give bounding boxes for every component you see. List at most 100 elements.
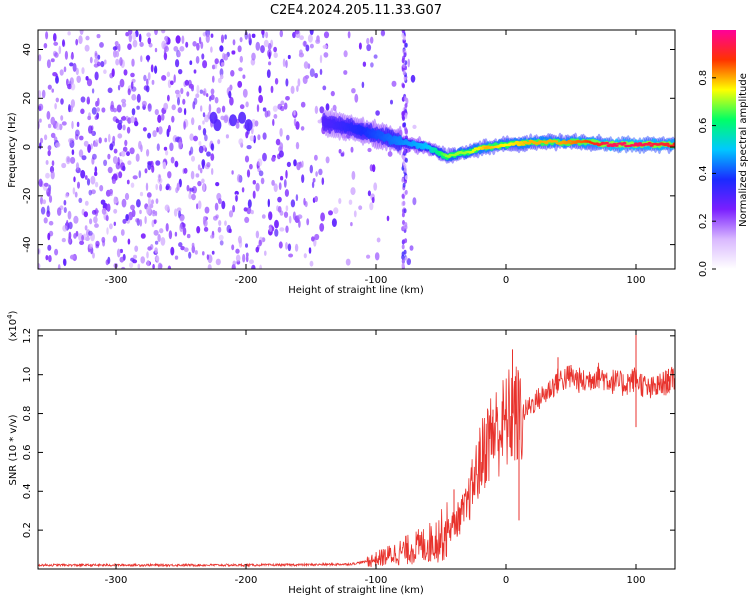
heatmap-cell (366, 37, 370, 45)
heatmap-cell (245, 101, 249, 108)
heatmap-cell (202, 90, 206, 96)
y-tick-label: -20 (22, 188, 33, 204)
heatmap-cell (224, 34, 227, 40)
heatmap-cell (130, 257, 135, 262)
heatmap-cell (300, 126, 305, 131)
heatmap-cell (200, 105, 203, 112)
heatmap-cell (142, 127, 147, 132)
heatmap-cell (402, 83, 405, 89)
heatmap-cell (221, 62, 225, 67)
heatmap-cell (350, 187, 356, 196)
heatmap-cell (42, 199, 47, 205)
heatmap-cell (323, 52, 329, 58)
heatmap-cell (86, 178, 91, 186)
heatmap-cell (221, 105, 226, 113)
heatmap-cell (191, 155, 195, 162)
heatmap-cell (109, 223, 113, 230)
heatmap-cell (41, 89, 46, 99)
heatmap-cell (57, 264, 61, 269)
heatmap-cell (87, 115, 92, 121)
heatmap-cell (197, 180, 202, 187)
heatmap-cell (244, 155, 250, 163)
heatmap-cell (390, 99, 393, 105)
heatmap-cell (100, 199, 106, 205)
heatmap-cell (161, 113, 165, 121)
heatmap-cell (285, 169, 288, 179)
heatmap-cell (241, 187, 245, 193)
heatmap-cell (191, 193, 196, 201)
heatmap-cell (370, 62, 374, 68)
snr-series (38, 330, 675, 568)
heatmap-cell (254, 120, 259, 127)
heatmap-cell (325, 156, 330, 164)
heatmap-cell (235, 122, 240, 129)
heatmap-cell (105, 215, 109, 222)
heatmap-cell (47, 145, 52, 151)
heatmap-cell (258, 170, 264, 177)
heatmap-cell (403, 249, 407, 255)
heatmap-cell (83, 140, 89, 147)
heatmap-cell (279, 210, 284, 216)
ridge-mark (622, 141, 627, 145)
heatmap-cell (116, 104, 122, 113)
heatmap-cell (61, 162, 67, 169)
heatmap-cell (402, 239, 406, 245)
heatmap-cell (140, 233, 146, 239)
heatmap-cell (165, 36, 168, 43)
heatmap-cell (402, 155, 406, 161)
y-tick-label: 0.4 (22, 483, 33, 499)
heatmap-cell (196, 203, 199, 210)
heatmap-cell (55, 97, 59, 103)
heatmap-cell (95, 244, 99, 249)
heatmap-cell (188, 83, 194, 89)
heatmap-cell (39, 118, 42, 123)
heatmap-cell (92, 153, 97, 160)
heatmap-cell (309, 260, 314, 267)
heatmap-cell (283, 102, 288, 110)
heatmap-cell (91, 209, 97, 215)
heatmap-cell (201, 161, 205, 170)
heatmap-cell (126, 179, 130, 185)
heatmap-cell (206, 93, 209, 98)
heatmap-cell (122, 146, 128, 153)
heatmap-cell (404, 189, 408, 195)
x-tick-label: -200 (235, 275, 258, 286)
heatmap-cell (185, 41, 189, 48)
heatmap-cell (163, 146, 168, 151)
snr-y-ticks: 0.2 0.4 0.6 0.8 1.0 1.2 (22, 328, 675, 538)
y-tick-label: 1.2 (22, 328, 33, 344)
heatmap-cell (402, 160, 406, 166)
heatmap-cell (73, 176, 76, 183)
heatmap-cell (410, 74, 416, 83)
heatmap-cell (235, 195, 238, 202)
heatmap-cell (45, 172, 50, 179)
heatmap-cell (75, 162, 80, 171)
heatmap-cell (106, 227, 109, 235)
heatmap-cell (374, 252, 380, 261)
heatmap-cell (86, 78, 93, 87)
heatmap-cell (169, 142, 174, 152)
heatmap-cell (126, 151, 130, 157)
heatmap-cell (96, 107, 100, 112)
heatmap-cell (48, 255, 52, 263)
heatmap-cell (261, 214, 266, 219)
heatmap-cell (171, 115, 175, 123)
heatmap-cell (62, 39, 65, 47)
heatmap-cell (170, 80, 174, 86)
heatmap-cell (78, 149, 84, 158)
heatmap-cell (353, 210, 357, 218)
heatmap-cell (193, 135, 198, 142)
heatmap-cell (57, 207, 62, 216)
heatmap-cell (404, 222, 408, 227)
heatmap-cell (372, 164, 376, 173)
heatmap-cell (87, 144, 91, 153)
heatmap-cell (288, 215, 292, 224)
heatmap-cell (80, 108, 85, 115)
heatmap-cell (376, 237, 381, 243)
heatmap-cell (84, 200, 89, 206)
heatmap-cell (229, 114, 237, 127)
heatmap-cell (125, 214, 129, 221)
heatmap-cell (189, 60, 193, 65)
heatmap-cell (178, 141, 183, 150)
heatmap-cell (303, 61, 309, 69)
